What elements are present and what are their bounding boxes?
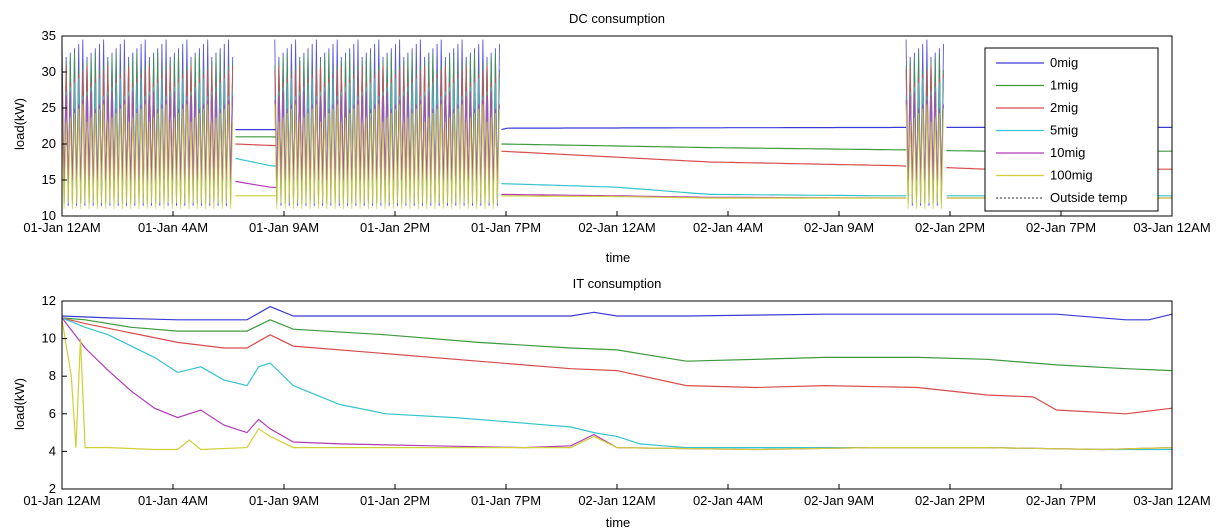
dc-x-axis-label: time	[606, 250, 631, 265]
dc-ytick-label: 10	[42, 208, 56, 223]
it-series-2mig	[61, 317, 1173, 415]
dc-series-1mig	[501, 143, 907, 151]
dc-legend-label: 0mig	[1050, 55, 1078, 70]
dc-legend-box	[984, 47, 1159, 212]
it-xtick-label: 03-Jan 12AM	[1133, 493, 1210, 508]
it-x-axis-label: time	[606, 515, 631, 530]
it-series-10mig	[61, 317, 1173, 451]
dc-legend-label: 2mig	[1050, 100, 1078, 115]
dc-xtick-label: 03-Jan 12AM	[1133, 220, 1210, 235]
it-xtick-label: 01-Jan 4AM	[138, 493, 208, 508]
dc-xtick-label: 01-Jan 12AM	[23, 220, 100, 235]
dc-busy-trace	[61, 104, 234, 209]
dc-busy-period	[905, 39, 944, 209]
dc-legend-label: 1mig	[1050, 78, 1078, 93]
it-xtick-label: 01-Jan 9AM	[249, 493, 319, 508]
dc-xtick-label: 02-Jan 12AM	[578, 220, 655, 235]
it-xtick-label: 02-Jan 2PM	[915, 493, 985, 508]
dc-xtick-label: 01-Jan 9AM	[249, 220, 319, 235]
dc-ytick-label: 15	[42, 172, 56, 187]
it-chart-title: IT consumption	[573, 276, 662, 291]
dc-ytick-label: 35	[42, 28, 56, 43]
it-series-0mig	[61, 305, 1173, 321]
dc-busy-period	[274, 39, 500, 209]
dc-series-100mig	[501, 195, 907, 199]
dc-busy-trace	[274, 104, 500, 209]
dc-xtick-label: 01-Jan 7PM	[471, 220, 541, 235]
it-xtick-label: 02-Jan 9AM	[804, 493, 874, 508]
dc-series-2mig	[235, 143, 276, 147]
it-xtick-label: 01-Jan 2PM	[360, 493, 430, 508]
it-plot-frame	[61, 300, 1173, 490]
it-ytick-label: 2	[49, 481, 56, 496]
it-series-5mig	[61, 317, 1172, 451]
dc-busy-trace	[274, 91, 500, 186]
dc-series-5mig	[235, 157, 276, 167]
dc-xtick-label: 01-Jan 4AM	[138, 220, 208, 235]
dc-ytick-label: 25	[42, 100, 56, 115]
dc-consumption-chart: DC consumption load(kW) time 10 15 20 25 30 3…	[12, 11, 1211, 265]
it-xtick-label: 02-Jan 4AM	[693, 493, 763, 508]
dc-xtick-label: 01-Jan 2PM	[360, 220, 430, 235]
dc-xtick-label: 02-Jan 9AM	[804, 220, 874, 235]
it-ytick-label: 6	[49, 406, 56, 421]
it-y-axis-label: load(kW)	[12, 378, 27, 430]
dc-xtick-label: 02-Jan 2PM	[915, 220, 985, 235]
it-series-1mig	[61, 317, 1173, 372]
dc-series-0mig	[501, 126, 907, 131]
dc-xtick-label: 02-Jan 7PM	[1026, 220, 1096, 235]
it-xtick-label: 01-Jan 7PM	[471, 493, 541, 508]
dc-legend-label: 5mig	[1050, 123, 1078, 138]
it-xtick-label: 02-Jan 12AM	[578, 493, 655, 508]
dc-busy-trace	[274, 65, 500, 196]
dc-legend-label: 100mig	[1050, 168, 1093, 183]
dc-chart-title: DC consumption	[569, 11, 665, 26]
it-series-100mig	[61, 319, 1173, 451]
it-ytick-label: 10	[42, 331, 56, 346]
it-ytick-label: 4	[49, 443, 56, 458]
dc-xtick-label: 02-Jan 4AM	[693, 220, 763, 235]
it-xtick-label: 01-Jan 12AM	[23, 493, 100, 508]
dc-legend-label: 10mig	[1050, 145, 1085, 160]
dc-ytick-label: 20	[42, 136, 56, 151]
it-ytick-label: 12	[42, 293, 56, 308]
dc-busy-trace	[905, 104, 944, 209]
dc-y-axis-label: load(kW)	[12, 98, 27, 150]
dc-busy-trace	[274, 39, 500, 206]
dc-series-10mig	[235, 180, 276, 188]
it-consumption-chart: IT consumption load(kW) time 2 4 6 8 10 12 01-…	[12, 276, 1211, 530]
dc-busy-trace	[274, 52, 500, 204]
dc-legend-label: Outside temp	[1050, 190, 1127, 205]
dc-series-5mig	[501, 183, 907, 197]
dc-legend: 0mig 1mig 2mig 5mig 10mig 100mig Outside temp	[984, 47, 1159, 212]
it-xtick-label: 02-Jan 7PM	[1026, 493, 1096, 508]
dc-busy-period	[61, 39, 234, 209]
dc-busy-trace	[274, 78, 500, 194]
it-ytick-label: 8	[49, 368, 56, 383]
dc-ytick-label: 30	[42, 64, 56, 79]
dc-series-2mig	[501, 150, 907, 167]
